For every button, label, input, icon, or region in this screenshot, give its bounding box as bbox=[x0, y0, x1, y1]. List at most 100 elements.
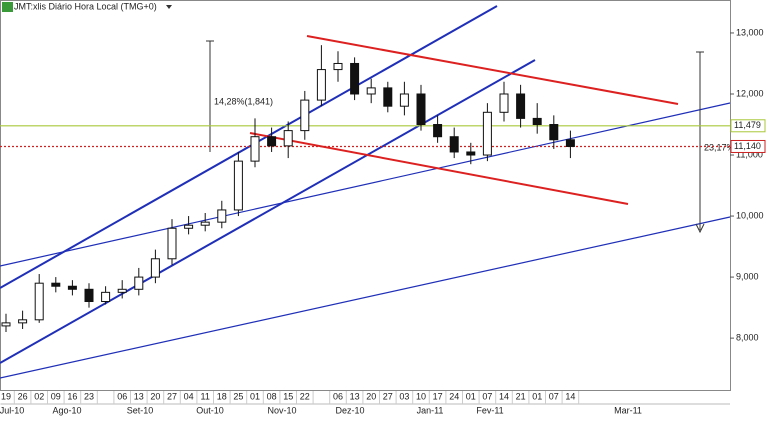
annotation: 14,28%(1,841) bbox=[214, 96, 273, 106]
x-tick-label: 02 bbox=[34, 391, 44, 401]
candle-body bbox=[18, 319, 28, 324]
measure-arrow bbox=[695, 223, 705, 234]
x-tick-label: 26 bbox=[18, 391, 28, 401]
candle-body bbox=[51, 282, 61, 287]
x-tick-label: 25 bbox=[233, 391, 243, 401]
x-month-label: Fev-11 bbox=[476, 405, 503, 415]
candle-body bbox=[150, 258, 160, 278]
x-tick-label: 01 bbox=[250, 391, 260, 401]
annotation: 23,17% bbox=[704, 142, 735, 152]
candle-body bbox=[499, 93, 509, 113]
channel-line bbox=[306, 35, 679, 105]
y-tick-label: 8,000 bbox=[736, 332, 759, 342]
candle-body bbox=[516, 93, 526, 119]
x-tick-label: 14 bbox=[565, 391, 575, 401]
x-tick-label: 21 bbox=[516, 391, 526, 401]
channel-lines bbox=[249, 35, 679, 205]
x-tick-label: 22 bbox=[300, 391, 310, 401]
candle-body bbox=[350, 62, 360, 95]
trend-line bbox=[0, 59, 536, 364]
candle-body bbox=[184, 224, 194, 229]
x-month-label: Nov-10 bbox=[267, 405, 296, 415]
measure-tools bbox=[206, 40, 705, 234]
x-tick-label: 27 bbox=[383, 391, 393, 401]
x-tick-label: 06 bbox=[117, 391, 127, 401]
y-tick-label: 13,000 bbox=[736, 27, 764, 37]
channel-line bbox=[249, 132, 629, 205]
x-tick-label: 11 bbox=[201, 391, 210, 401]
x-tick-label: 23 bbox=[84, 391, 94, 401]
candle-body bbox=[366, 87, 376, 95]
candle-body bbox=[134, 276, 144, 290]
x-tick-label: 06 bbox=[333, 391, 343, 401]
x-tick-label: 20 bbox=[366, 391, 376, 401]
candle-body bbox=[167, 227, 177, 260]
plot-border bbox=[0, 0, 731, 391]
x-month-label: Mar-11 bbox=[614, 405, 642, 415]
candle-body bbox=[233, 160, 243, 211]
y-tick-label: 12,000 bbox=[736, 88, 764, 98]
x-tick-label: 04 bbox=[184, 391, 194, 401]
candle-body bbox=[250, 136, 260, 162]
x-tick-label: 13 bbox=[134, 391, 144, 401]
logo-icon bbox=[2, 2, 13, 12]
candle-body bbox=[267, 136, 277, 147]
price-tag bbox=[730, 119, 766, 133]
trend-line bbox=[0, 216, 731, 379]
x-month-label: Out-10 bbox=[196, 405, 224, 415]
x-tick-label: 13 bbox=[350, 391, 360, 401]
x-tick-label: 24 bbox=[449, 391, 459, 401]
y-tick-label: 9,000 bbox=[736, 271, 759, 281]
price-tag-label: 11,140 bbox=[734, 141, 761, 151]
chart-title: JMT:xlis Diário Hora Local (TMG+0) bbox=[14, 1, 157, 11]
candle-body bbox=[101, 291, 111, 303]
x-month-label: Dez-10 bbox=[335, 405, 364, 415]
x-tick-label: 14 bbox=[499, 391, 509, 401]
candle-body bbox=[117, 288, 127, 293]
candle-body bbox=[565, 139, 575, 147]
candle-body bbox=[482, 111, 492, 156]
x-tick-label: 07 bbox=[482, 391, 492, 401]
x-tick-label: 17 bbox=[433, 391, 443, 401]
candle-body bbox=[383, 87, 393, 107]
candle-body bbox=[67, 285, 77, 290]
candle-body bbox=[433, 124, 443, 138]
x-month-label: Jul-10 bbox=[0, 405, 24, 415]
candle-body bbox=[466, 151, 476, 156]
x-month-label: Jan-11 bbox=[417, 405, 444, 415]
x-tick-label: 08 bbox=[267, 391, 277, 401]
candle-body bbox=[283, 130, 293, 147]
trend-line bbox=[0, 102, 731, 267]
candle-body bbox=[300, 99, 310, 132]
candle-body bbox=[416, 93, 426, 126]
candle-body bbox=[34, 282, 44, 321]
x-tick-label: 20 bbox=[150, 391, 160, 401]
x-tick-label: 03 bbox=[399, 391, 409, 401]
y-tick-label: 10,000 bbox=[736, 210, 764, 220]
x-tick-label: 15 bbox=[283, 391, 293, 401]
candle-body bbox=[1, 322, 11, 327]
x-tick-label: 10 bbox=[416, 391, 426, 401]
price-tag bbox=[730, 139, 766, 153]
x-tick-label: 09 bbox=[51, 391, 61, 401]
candle-body bbox=[449, 136, 459, 153]
candle-body bbox=[316, 69, 326, 101]
candle-body bbox=[84, 288, 94, 303]
x-tick-label: 18 bbox=[217, 391, 227, 401]
x-tick-label: 01 bbox=[466, 391, 476, 401]
x-tick-label: 01 bbox=[532, 391, 542, 401]
x-tick-label: 19 bbox=[1, 391, 11, 401]
x-tick-label: 27 bbox=[167, 391, 177, 401]
x-tick-label: 16 bbox=[67, 391, 77, 401]
candle-body bbox=[399, 93, 409, 107]
candle-body bbox=[333, 62, 343, 71]
candle-body bbox=[200, 221, 210, 226]
dropdown-arrow[interactable] bbox=[166, 5, 172, 9]
price-tag-label: 11,479 bbox=[734, 120, 761, 130]
x-month-label: Set-10 bbox=[127, 405, 154, 415]
candle-body bbox=[532, 117, 542, 126]
x-tick-label: 07 bbox=[549, 391, 559, 401]
x-month-label: Ago-10 bbox=[52, 405, 81, 415]
candle-body bbox=[217, 209, 227, 223]
